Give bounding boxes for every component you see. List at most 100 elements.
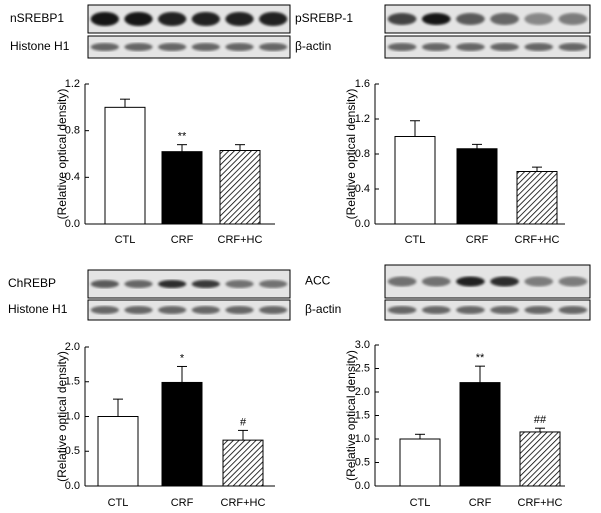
bar: [516, 171, 558, 225]
x-tick-label: CRF: [171, 497, 194, 509]
blot-frame: [87, 299, 291, 321]
blot-frame: [384, 264, 591, 299]
blot-band: [524, 43, 554, 51]
blot-label: β-actin: [295, 39, 331, 53]
significance-mark: **: [178, 131, 187, 143]
y-tick-label: 2.0: [65, 341, 80, 353]
blot-band: [124, 306, 153, 314]
blot-band: [524, 13, 554, 25]
blot-band: [158, 306, 187, 314]
y-tick-label: 1.2: [65, 78, 80, 90]
bar: [104, 106, 146, 225]
x-tick-label: CRF+HC: [518, 497, 563, 509]
blot-band: [259, 12, 288, 26]
blot-label: Histone H1: [10, 39, 70, 53]
blot-band: [387, 13, 417, 25]
y-axis-label: (Relative optical density): [344, 89, 358, 220]
x-tick-label: CTL: [410, 497, 431, 509]
y-tick-label: 1.2: [355, 113, 370, 125]
blot-label: ChREBP: [8, 276, 56, 290]
x-tick-label: CRF+HC: [218, 234, 263, 246]
blot-band: [90, 280, 119, 288]
blot-band: [456, 276, 485, 287]
bar: [456, 148, 498, 225]
blot-frame: [384, 4, 591, 34]
blot-band: [158, 43, 187, 51]
blot-band: [456, 13, 485, 25]
y-tick-label: 0.4: [65, 171, 80, 183]
blot-label: Histone H1: [8, 302, 68, 316]
blot-band: [558, 43, 588, 51]
bar: [394, 136, 436, 225]
y-tick-label: 3.0: [355, 339, 370, 351]
blot-band: [421, 13, 451, 25]
blot-band: [456, 43, 485, 51]
blot-band: [225, 306, 254, 314]
blot-band: [90, 12, 119, 26]
y-tick-label: 2.5: [355, 362, 370, 374]
x-tick-label: CRF: [171, 234, 194, 246]
x-tick-label: CRF+HC: [515, 234, 560, 246]
significance-mark: **: [476, 352, 485, 364]
blot-band: [158, 12, 187, 26]
blot-band: [259, 280, 288, 288]
blot-band: [421, 306, 451, 314]
blot-label: ACC: [305, 274, 331, 288]
y-tick-label: 0.8: [65, 125, 80, 137]
blot-band: [90, 306, 119, 314]
bar: [459, 382, 501, 487]
x-tick-label: CTL: [115, 234, 136, 246]
blot-label: pSREBP-1: [295, 11, 353, 25]
blot-frame: [87, 269, 291, 299]
x-tick-label: CRF: [466, 234, 489, 246]
blot-band: [558, 276, 588, 287]
blot-band: [191, 12, 220, 26]
y-axis-label: (Relative optical density): [55, 89, 69, 220]
y-tick-label: 1.0: [355, 433, 370, 445]
bar: [222, 439, 264, 487]
y-tick-label: 1.0: [65, 410, 80, 422]
blot-band: [456, 306, 485, 314]
blot-band: [124, 12, 153, 26]
significance-mark: *: [180, 352, 185, 364]
y-tick-label: 0.8: [355, 148, 370, 160]
blot-band: [558, 13, 588, 25]
y-tick-label: 1.5: [65, 376, 80, 388]
blot-frame: [384, 35, 591, 59]
y-axis-label: (Relative optical density): [55, 351, 69, 482]
y-tick-label: 0.4: [355, 183, 370, 195]
x-tick-label: CTL: [108, 497, 129, 509]
significance-mark: ##: [534, 414, 547, 426]
blot-band: [524, 276, 554, 287]
blot-band: [259, 43, 288, 51]
y-tick-label: 0.0: [65, 218, 80, 230]
y-tick-label: 1.5: [355, 409, 370, 421]
bar: [219, 150, 261, 225]
y-axis-label: (Relative optical density): [344, 350, 358, 481]
blot-band: [90, 43, 119, 51]
blot-band: [558, 306, 588, 314]
blot-frame: [384, 299, 591, 321]
blot-band: [387, 306, 417, 314]
y-tick-label: 0.0: [355, 218, 370, 230]
blot-band: [490, 306, 519, 314]
bar: [519, 431, 561, 487]
y-tick-label: 0.0: [355, 480, 370, 492]
blot-band: [191, 306, 220, 314]
y-tick-label: 0.0: [65, 480, 80, 492]
blot-band: [225, 43, 254, 51]
bar: [399, 438, 441, 487]
blot-band: [124, 280, 153, 288]
blot-band: [524, 306, 554, 314]
blot-band: [421, 276, 451, 287]
blot-band: [490, 276, 519, 287]
blot-frame: [87, 35, 291, 59]
x-tick-label: CTL: [405, 234, 426, 246]
blot-band: [387, 276, 417, 287]
blot-label: nSREBP1: [10, 11, 64, 25]
significance-mark: #: [240, 416, 247, 428]
blot-band: [158, 280, 187, 288]
bar: [97, 416, 139, 487]
bar: [161, 381, 203, 487]
